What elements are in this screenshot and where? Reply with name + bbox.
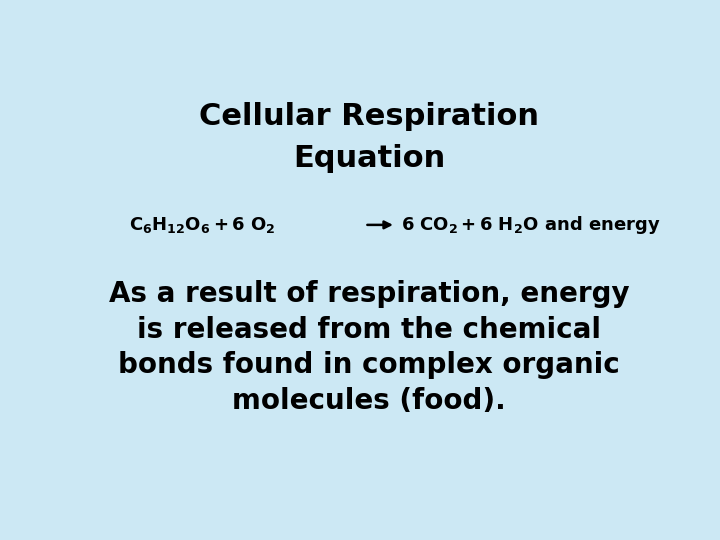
Text: $\mathbf{6\ CO_2 + 6\ H_2O}$: $\mathbf{6\ CO_2 + 6\ H_2O}$ (401, 215, 539, 235)
Text: As a result of respiration, energy
is released from the chemical
bonds found in : As a result of respiration, energy is re… (109, 280, 629, 415)
Text: $\mathbf{\ and\ energy}$: $\mathbf{\ and\ energy}$ (539, 214, 661, 236)
Text: $\mathbf{C_6H_{12}O_6 + 6\ O_2}$: $\mathbf{C_6H_{12}O_6 + 6\ O_2}$ (129, 215, 276, 235)
Text: Cellular Respiration: Cellular Respiration (199, 102, 539, 131)
Text: Equation: Equation (293, 144, 445, 173)
